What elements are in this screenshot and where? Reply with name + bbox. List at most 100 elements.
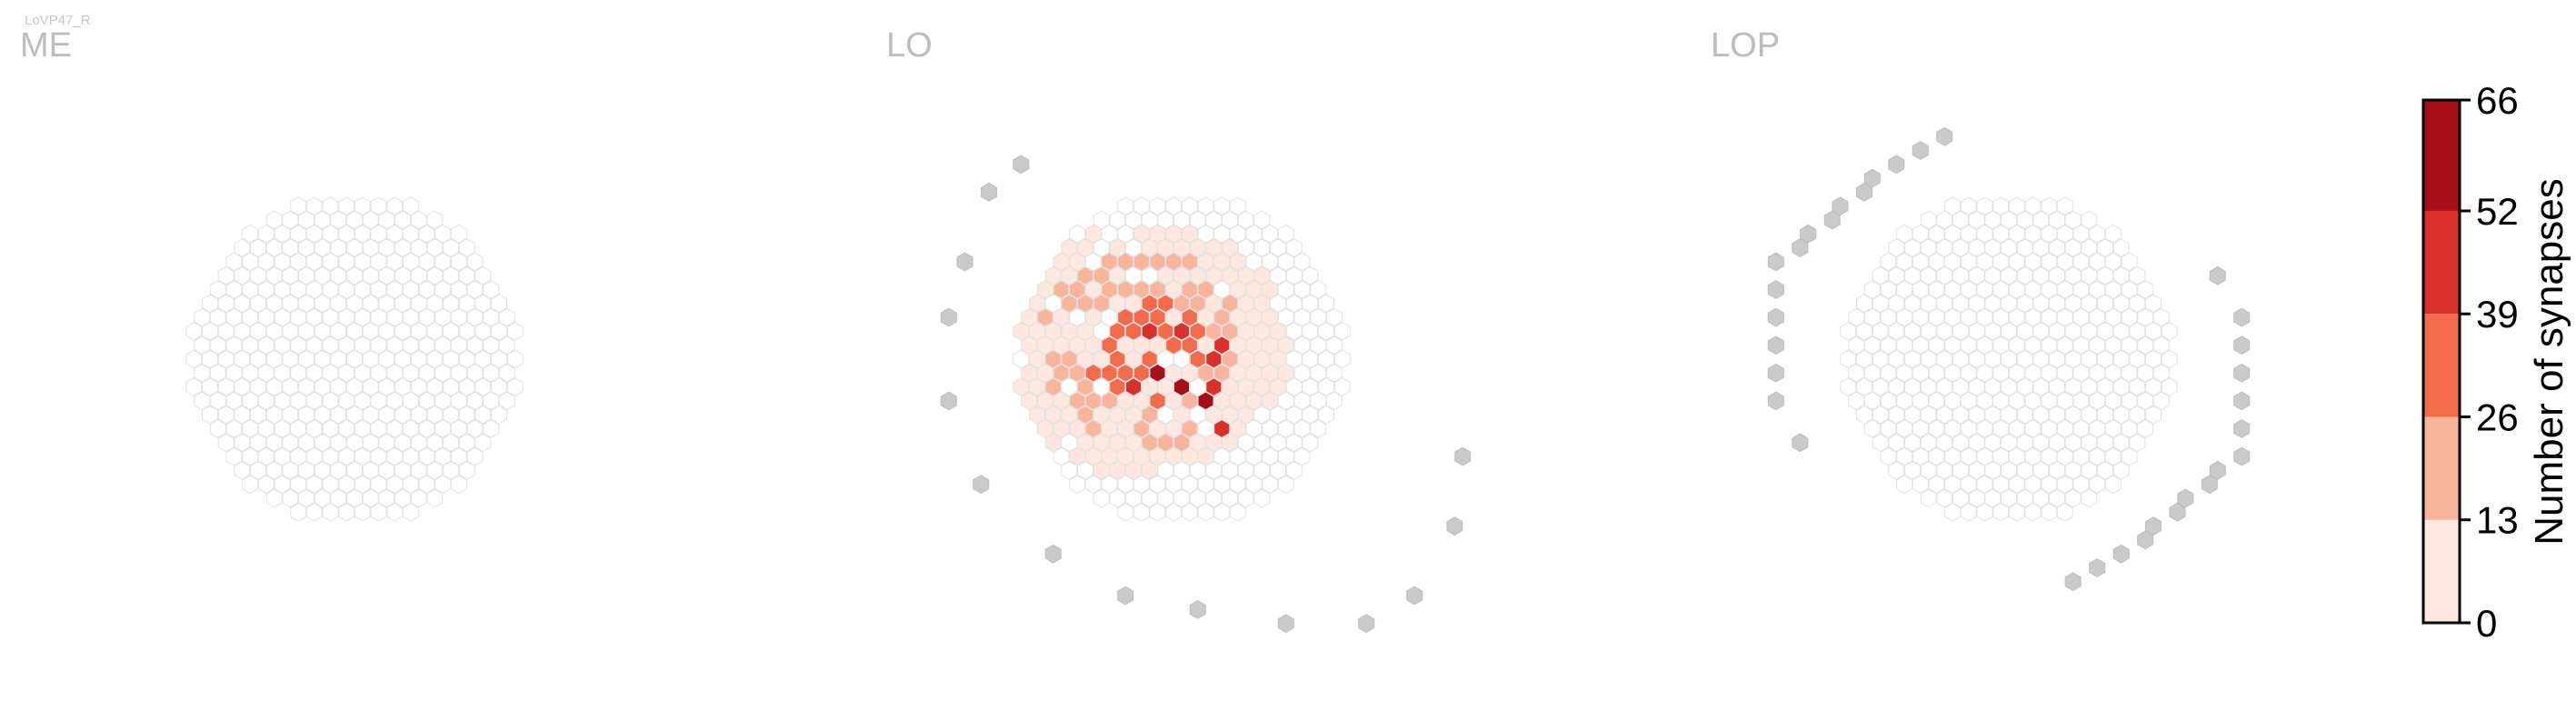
hex-column [362, 238, 379, 257]
hex-column-outside [2233, 391, 2251, 411]
hex-column [1277, 419, 1294, 438]
hex-column [305, 446, 323, 466]
hex-column [2064, 461, 2082, 480]
hex-column [2032, 433, 2050, 453]
hex-column [1960, 196, 1977, 216]
hex-column [305, 252, 323, 272]
hex-column [1077, 238, 1093, 257]
hex-column [1044, 433, 1062, 453]
hex-column [1205, 294, 1223, 314]
hex-column-outside [2209, 461, 2226, 480]
hex-column [1318, 405, 1334, 425]
hex-column [2001, 405, 2017, 425]
hex-column [1944, 196, 1962, 216]
hex-column [1141, 322, 1158, 341]
hex-column [346, 433, 363, 453]
hex-column [1213, 502, 1231, 522]
hex-column [1141, 488, 1158, 508]
hex-column [298, 405, 315, 425]
hex-column-outside [1277, 614, 1294, 634]
hex-column [1840, 322, 1857, 341]
hex-column [1021, 335, 1038, 355]
hex-column [2032, 294, 2050, 314]
hex-column [474, 294, 492, 314]
hex-column [2129, 294, 2146, 314]
colorbar-tick-label: 0 [2476, 602, 2497, 645]
hex-column [1133, 307, 1150, 327]
hex-column [2064, 238, 2082, 257]
hex-column [1968, 433, 1985, 453]
hex-column [2049, 210, 2065, 230]
hex-column [1928, 280, 1945, 299]
hex-column [257, 391, 275, 411]
hex-column [338, 280, 355, 299]
hex-column [1117, 280, 1134, 299]
hex-column [378, 238, 395, 257]
hex-column [298, 210, 315, 230]
hex-column [314, 461, 331, 480]
hex-column [426, 349, 444, 369]
hex-column [305, 224, 323, 244]
hex-column [458, 461, 475, 480]
hex-column [1197, 363, 1214, 383]
hex-column [2121, 280, 2138, 299]
hex-column [1912, 280, 1929, 299]
hex-column [378, 322, 395, 341]
hex-column [2056, 252, 2073, 272]
hex-column [1157, 377, 1174, 396]
hex-column [386, 363, 404, 383]
hex-column [1245, 280, 1263, 299]
hex-column [1848, 335, 1865, 355]
hex-column [1904, 349, 1921, 369]
hex-column [1992, 502, 2010, 522]
hex-column [434, 419, 452, 438]
hex-column [2152, 363, 2170, 383]
hex-column [1245, 419, 1263, 438]
hex-column [2072, 446, 2090, 466]
hex-column [426, 238, 444, 257]
hex-column [2064, 488, 2082, 508]
hex-column [1863, 280, 1881, 299]
hex-column [1029, 377, 1045, 396]
hex-column [225, 307, 243, 327]
hex-column [2056, 196, 2073, 216]
hex-column [418, 252, 435, 272]
hex-column [1984, 377, 2002, 396]
hex-column [2121, 307, 2138, 327]
hex-column [217, 265, 235, 285]
hex-column [1181, 446, 1198, 466]
hex-column [1880, 280, 1897, 299]
hex-column [1133, 280, 1150, 299]
hex-column [1149, 391, 1166, 411]
hex-column [2064, 265, 2082, 285]
hex-column [1863, 419, 1881, 438]
hex-column [1277, 224, 1294, 244]
hex-column [2097, 322, 2113, 341]
hex-column [1084, 363, 1102, 383]
hex-column [402, 196, 419, 216]
hex-column [242, 446, 259, 466]
hex-column [290, 335, 307, 355]
hex-column [194, 391, 211, 411]
hex-column [2008, 196, 2025, 216]
hex-column [2097, 238, 2113, 257]
hex-column [1189, 488, 1206, 508]
hex-column [242, 419, 259, 438]
hex-column [1165, 446, 1183, 466]
hex-column [1213, 307, 1231, 327]
hex-column [1125, 210, 1142, 230]
hex-column [194, 335, 211, 355]
hex-column-outside [1912, 141, 1929, 160]
hex-column [434, 335, 452, 355]
hex-column [1213, 224, 1231, 244]
hex-column [1029, 405, 1045, 425]
hex-column [1133, 502, 1150, 522]
hex-column [1896, 280, 1913, 299]
hex-column [1157, 461, 1174, 480]
hex-column [1270, 265, 1286, 285]
hex-column [418, 224, 435, 244]
hex-column [2056, 363, 2073, 383]
hex-column [1237, 210, 1254, 230]
hex-column [1936, 377, 1953, 396]
hex-column [1936, 488, 1953, 508]
